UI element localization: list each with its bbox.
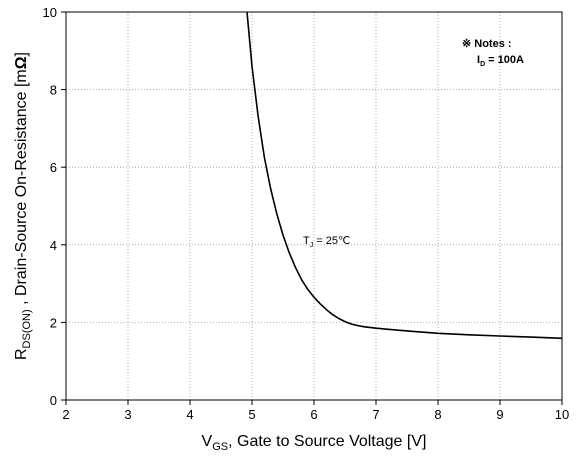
x-tick-label: 6 bbox=[310, 407, 317, 422]
x-tick-label: 4 bbox=[186, 407, 193, 422]
tj-rest: = 25℃ bbox=[313, 235, 350, 247]
x-tick-label: 9 bbox=[496, 407, 503, 422]
y-tick-label: 4 bbox=[50, 238, 57, 253]
x-axis-title-rest: , Gate to Source Voltage [V] bbox=[228, 433, 426, 450]
notes-title: ※ Notes : bbox=[462, 38, 512, 50]
tj-sub: J bbox=[310, 242, 314, 249]
y-axis-title-sub: DS(ON) bbox=[21, 309, 33, 348]
x-tick-label: 7 bbox=[372, 407, 379, 422]
x-axis-title-main: V bbox=[202, 433, 213, 450]
x-tick-label: 10 bbox=[555, 407, 569, 422]
y-tick-label: 2 bbox=[50, 315, 57, 330]
y-tick-label: 6 bbox=[50, 160, 57, 175]
x-axis-title-sub: GS bbox=[212, 441, 228, 453]
y-axis-title-rest: , Drain-Source On-Resistance [m bbox=[13, 69, 30, 309]
y-axis-title: RDS(ON) , Drain-Source On-Resistance [mΩ… bbox=[13, 52, 33, 360]
x-tick-label: 3 bbox=[124, 407, 131, 422]
series-group bbox=[246, 11, 563, 340]
y-axis-title-omega: Ω bbox=[13, 56, 30, 69]
x-tick-label: 2 bbox=[62, 407, 69, 422]
grid bbox=[66, 12, 562, 400]
y-axis-title-main: R bbox=[13, 348, 30, 360]
x-tick-label: 5 bbox=[248, 407, 255, 422]
tj-annotation: TJ = 25℃ bbox=[303, 235, 350, 249]
plot-frame bbox=[65, 11, 563, 401]
notes-id-sub: D bbox=[480, 61, 485, 68]
notes-id-rest: = 100A bbox=[485, 54, 524, 66]
notes-id-main: I bbox=[477, 54, 480, 66]
y-axis-title-close: ] bbox=[13, 52, 30, 56]
y-tick-label: 8 bbox=[50, 83, 57, 98]
tj-main: T bbox=[303, 235, 310, 247]
series-line bbox=[246, 11, 563, 340]
y-tick-label: 0 bbox=[50, 393, 57, 408]
x-axis-title: VGS, Gate to Source Voltage [V] bbox=[202, 433, 427, 453]
x-tick-label: 8 bbox=[434, 407, 441, 422]
notes-id-line: ID = 100A bbox=[477, 54, 524, 68]
y-tick-label: 10 bbox=[43, 5, 57, 20]
